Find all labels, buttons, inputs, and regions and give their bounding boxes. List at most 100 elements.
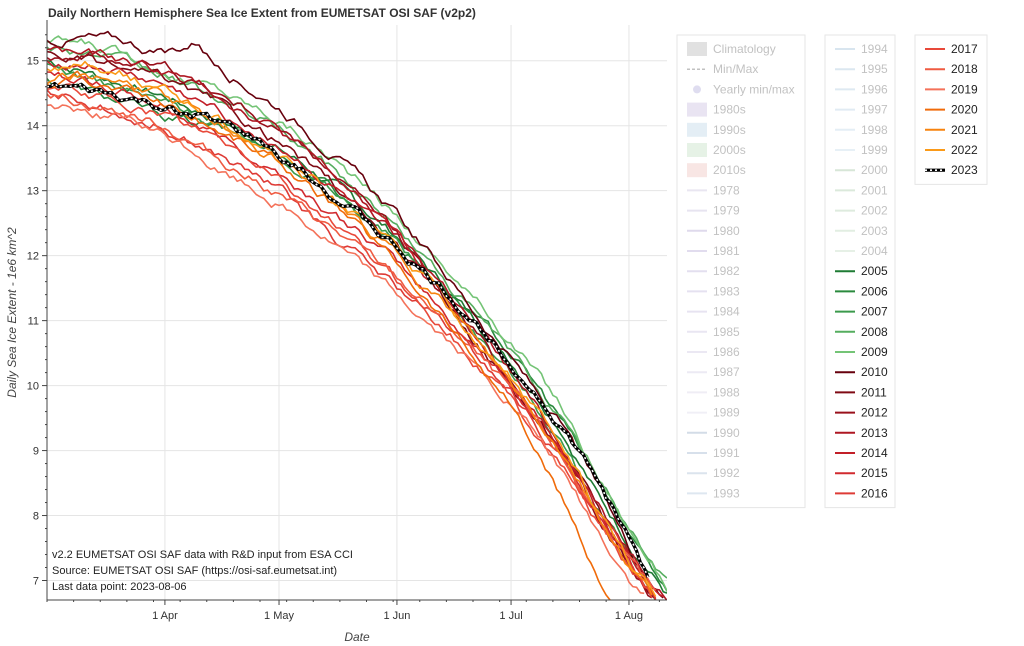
legend-item-1992[interactable]: 1992 [687, 466, 740, 480]
legend-item-2003[interactable]: 2003 [835, 224, 888, 238]
legend-label: 1980s [713, 103, 746, 117]
legend-label: 2006 [861, 284, 888, 298]
legend-item-2005[interactable]: 2005 [835, 264, 888, 278]
legend-item-2006[interactable]: 2006 [835, 284, 888, 298]
series-line-2021 [47, 72, 653, 596]
legend-item-2014[interactable]: 2014 [835, 446, 888, 460]
legend-item-1991[interactable]: 1991 [687, 446, 740, 460]
series-line-2023-dots [47, 82, 649, 578]
legend-item-1993[interactable]: 1993 [687, 486, 740, 500]
legend-item-2007[interactable]: 2007 [835, 305, 888, 319]
legend-item-min-max[interactable]: Min/Max [687, 62, 758, 76]
legend-swatch [687, 143, 707, 157]
series-line-2006 [47, 78, 667, 592]
legend-item-2004[interactable]: 2004 [835, 244, 888, 258]
y-tick-label: 7 [33, 576, 39, 588]
legend-label: 1983 [713, 284, 740, 298]
legend-item-2010s[interactable]: 2010s [687, 163, 746, 178]
legend-item-1994[interactable]: 1994 [835, 42, 888, 56]
legend-label: Min/Max [713, 62, 758, 76]
legend-item-2013[interactable]: 2013 [835, 426, 888, 440]
legend-item-2020[interactable]: 2020 [925, 103, 978, 117]
grid-lines [47, 25, 667, 600]
legend-label: 2000s [713, 143, 746, 157]
legend-item-2015[interactable]: 2015 [835, 466, 888, 480]
legend-label: 2007 [861, 305, 888, 319]
legend-label: 1998 [861, 123, 888, 137]
legend-label: 1992 [713, 466, 740, 480]
legend-label: 2015 [861, 466, 888, 480]
legend-item-yearly-min-max[interactable]: Yearly min/max [693, 82, 795, 96]
legend-item-1982[interactable]: 1982 [687, 264, 740, 278]
legend-label: 1980 [713, 224, 740, 238]
y-tick-label: 9 [33, 446, 39, 458]
legend-label: 1986 [713, 345, 740, 359]
legend-item-2017[interactable]: 2017 [925, 42, 978, 56]
legend-label: 1982 [713, 264, 740, 278]
series-line-2011 [47, 50, 657, 600]
legend-item-1980s[interactable]: 1980s [687, 102, 746, 117]
legend-item-2001[interactable]: 2001 [835, 183, 888, 197]
legend-item-2000s[interactable]: 2000s [687, 143, 746, 157]
legend-item-2019[interactable]: 2019 [925, 82, 978, 96]
legend-item-1995[interactable]: 1995 [835, 62, 888, 76]
legend-item-1978[interactable]: 1978 [687, 183, 740, 197]
legend-swatch [687, 102, 707, 117]
legend-item-1981[interactable]: 1981 [687, 244, 740, 258]
legend-label: 2003 [861, 224, 888, 238]
legend-item-1990[interactable]: 1990 [687, 426, 740, 440]
legend-item-1983[interactable]: 1983 [687, 284, 740, 298]
legend: Climatology Min/Max Yearly min/max 1980s 199… [676, 34, 988, 509]
x-tick-label: 1 Jun [383, 610, 410, 622]
plot-area [47, 30, 667, 600]
legend-item-1985[interactable]: 1985 [687, 325, 740, 339]
legend-item-1990s[interactable]: 1990s [687, 122, 746, 137]
series-line-2019 [47, 104, 645, 595]
legend-item-1987[interactable]: 1987 [687, 365, 740, 379]
x-tick-label: 1 Aug [615, 610, 643, 622]
legend-item-climatology[interactable]: Climatology [687, 42, 776, 56]
legend-label: 1988 [713, 385, 740, 399]
legend-item-2023[interactable]: 2023 [925, 163, 978, 177]
legend-item-1996[interactable]: 1996 [835, 82, 888, 96]
legend-label: 1993 [713, 486, 740, 500]
legend-item-1999[interactable]: 1999 [835, 143, 888, 157]
legend-item-1988[interactable]: 1988 [687, 385, 740, 399]
legend-label: 2021 [951, 123, 978, 137]
legend-item-2009[interactable]: 2009 [835, 345, 888, 359]
y-tick-label: 15 [27, 56, 39, 68]
legend-label: 2002 [861, 204, 888, 218]
legend-item-2000[interactable]: 2000 [835, 163, 888, 177]
legend-label: 2022 [951, 143, 978, 157]
legend-item-1984[interactable]: 1984 [687, 305, 740, 319]
legend-item-2008[interactable]: 2008 [835, 325, 888, 339]
data-source-annotation: v2.2 EUMETSAT OSI SAF data with R&D inpu… [52, 549, 353, 593]
legend-item-2012[interactable]: 2012 [835, 406, 888, 420]
legend-item-1997[interactable]: 1997 [835, 103, 888, 117]
legend-label: 2023 [951, 163, 978, 177]
legend-label: 2017 [951, 42, 978, 56]
legend-item-1986[interactable]: 1986 [687, 345, 740, 359]
legend-item-2022[interactable]: 2022 [925, 143, 978, 157]
legend-swatch [687, 163, 707, 178]
y-tick-label: 13 [27, 186, 39, 198]
legend-label: 2004 [861, 244, 888, 258]
legend-item-2021[interactable]: 2021 [925, 123, 978, 137]
y-tick-label: 14 [27, 121, 39, 133]
annotation-line-1: v2.2 EUMETSAT OSI SAF data with R&D inpu… [52, 549, 353, 561]
legend-item-2010[interactable]: 2010 [835, 365, 888, 379]
legend-item-1989[interactable]: 1989 [687, 406, 740, 420]
legend-label: 1989 [713, 406, 740, 420]
legend-item-2002[interactable]: 2002 [835, 204, 888, 218]
legend-item-2016[interactable]: 2016 [835, 486, 888, 500]
legend-swatch [693, 85, 701, 94]
series-line-2013 [47, 46, 667, 600]
legend-item-2018[interactable]: 2018 [925, 62, 978, 76]
legend-swatch [687, 122, 707, 137]
series-line-2020 [47, 70, 611, 600]
legend-item-1980[interactable]: 1980 [687, 224, 740, 238]
legend-item-2011[interactable]: 2011 [835, 385, 887, 399]
legend-item-1979[interactable]: 1979 [687, 204, 740, 218]
legend-item-1998[interactable]: 1998 [835, 123, 888, 137]
chart-title: Daily Northern Hemisphere Sea Ice Extent… [48, 6, 476, 20]
